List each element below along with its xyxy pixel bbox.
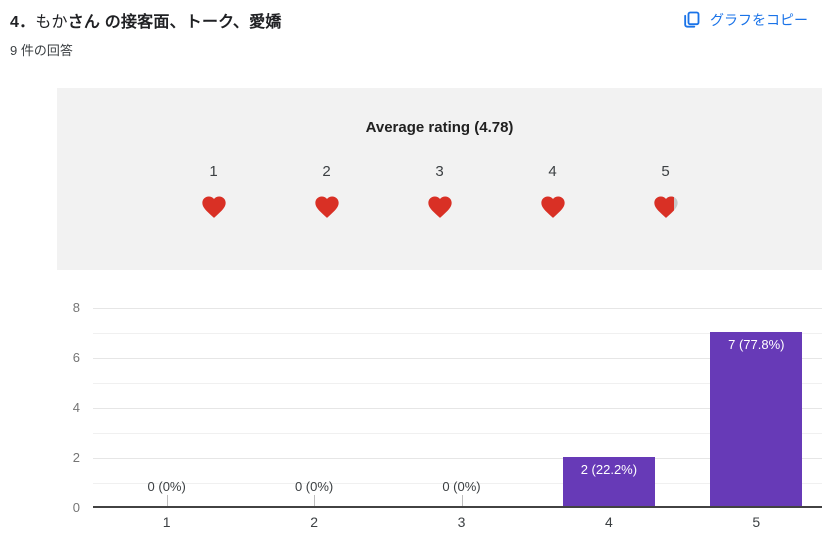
average-rating-panel: Average rating (4.78) 1 2 3 4 5 <box>57 88 822 270</box>
bar-value-label-5: 7 (77.8%) <box>728 337 785 352</box>
rating-scale-label-4: 4 <box>548 163 557 180</box>
y-tick-6: 6 <box>72 350 80 365</box>
x-tick-4: 4 <box>604 514 613 530</box>
bar-rating-4: 2 (22.2%) <box>562 457 655 507</box>
gridline-y1 <box>93 483 822 484</box>
rating-scale-label-5: 5 <box>661 163 670 180</box>
gridline-y2 <box>93 458 822 459</box>
zero-value-label-3: 0 (0%) <box>442 479 481 494</box>
heart-partial-fill <box>651 193 674 221</box>
x-tick-1: 1 <box>162 514 171 530</box>
copy-icon <box>681 10 701 30</box>
gridline-y4 <box>93 408 822 409</box>
y-tick-0: 0 <box>72 500 80 515</box>
heart-icon-2 <box>312 193 342 221</box>
rating-heart-cell-4 <box>496 193 609 221</box>
rating-heart-cell-2 <box>270 193 383 221</box>
x-axis-line <box>93 506 822 508</box>
zero-callout-tick-2 <box>314 495 316 506</box>
rating-heart-cell-1 <box>157 193 270 221</box>
plot-area: 0 (0%) 0 (0%) 0 (0%) 2 (22.2%) 7 (77.8%) <box>93 308 822 508</box>
rating-heart-cell-3 <box>383 193 496 221</box>
zero-callout-tick-1 <box>166 495 168 506</box>
x-tick-3: 3 <box>457 514 466 530</box>
heart-icon-5 <box>651 193 681 221</box>
heart-icon-1 <box>199 193 229 221</box>
rating-heart-cell-5 <box>609 193 722 221</box>
y-tick-8: 8 <box>72 300 80 315</box>
heart-icon-3 <box>425 193 455 221</box>
question-subject-name: もか <box>35 14 68 31</box>
x-tick-2: 2 <box>310 514 318 530</box>
bar-rating-5: 7 (77.8%) <box>710 332 803 507</box>
bar-value-label-4: 2 (22.2%) <box>580 462 638 477</box>
gridline-y6 <box>93 358 822 359</box>
response-count: 9 件の回答 <box>10 43 73 58</box>
zero-value-label-1: 0 (0%) <box>147 479 186 494</box>
question-title-text: さん の接客面、トーク、愛嬌 <box>67 14 282 31</box>
rating-hearts-row <box>57 193 822 221</box>
y-tick-4: 4 <box>72 400 80 415</box>
gridline-y8 <box>93 308 822 309</box>
heart-icon-4 <box>538 193 568 221</box>
copy-button-label: グラフをコピー <box>710 12 808 28</box>
x-tick-5: 5 <box>752 514 761 530</box>
gridline-y7 <box>93 333 822 334</box>
rating-scale-row: 1 2 3 4 5 <box>57 163 822 180</box>
rating-scale-label-2: 2 <box>322 163 331 180</box>
rating-scale-label-3: 3 <box>435 163 444 180</box>
y-tick-2: 2 <box>72 450 80 465</box>
question-number: 4． <box>10 14 36 31</box>
copy-chart-button[interactable]: グラフをコピー <box>675 6 814 34</box>
question-title: 4．もかさん の接客面、トーク、愛嬌 <box>10 8 282 32</box>
rating-scale-label-1: 1 <box>209 163 218 180</box>
zero-callout-tick-3 <box>461 495 463 506</box>
zero-value-label-2: 0 (0%) <box>294 479 334 494</box>
gridline-y3 <box>93 433 822 434</box>
average-rating-title: Average rating (4.78) <box>365 119 514 136</box>
gridline-y5 <box>93 383 822 384</box>
